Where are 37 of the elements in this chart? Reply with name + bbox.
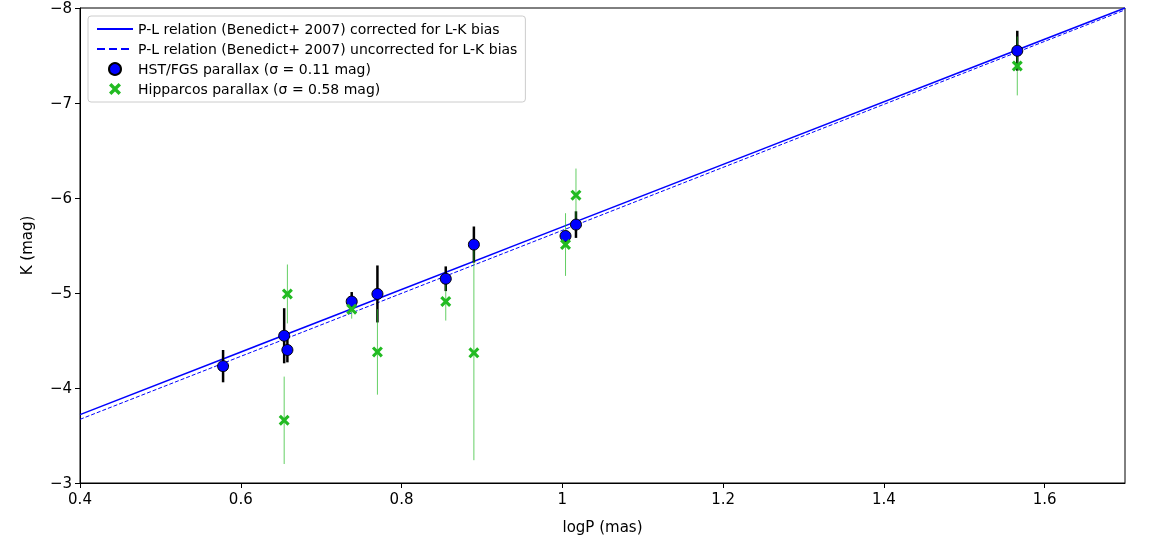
x-tick-label: 0.4 [68, 489, 92, 508]
point [1011, 44, 1024, 57]
y-tick-label: −5 [49, 284, 72, 302]
y-tick-label: −3 [49, 474, 72, 492]
legend-label: Hipparcos parallax (σ = 0.58 mag) [138, 81, 381, 97]
point [467, 238, 480, 251]
point [281, 344, 294, 356]
y-axis-title: K (mag) [17, 215, 36, 276]
point [346, 303, 358, 315]
point [278, 414, 290, 426]
x-tick-label: 1.4 [871, 489, 896, 508]
x-tick-label: 1.6 [1032, 489, 1057, 508]
point [570, 189, 582, 201]
y-tick-label: −7 [49, 94, 72, 112]
point [371, 287, 384, 300]
y-tick-label: −4 [49, 379, 72, 397]
point [281, 288, 293, 300]
y-tick-label: −8 [49, 0, 72, 17]
point [440, 296, 452, 308]
x-tick-label: 1 [557, 489, 568, 508]
legend-label: P-L relation (Benedict+ 2007) corrected for L-K bias [138, 21, 500, 37]
point [569, 218, 582, 231]
point [217, 360, 230, 373]
x-axis-title: logP (mas) [562, 517, 643, 536]
legend-label: P-L relation (Benedict+ 2007) uncorrected for L-K bias [138, 41, 518, 57]
point [560, 239, 572, 251]
point [468, 347, 480, 359]
y-tick-label: −6 [49, 189, 72, 207]
point [559, 230, 572, 242]
point [278, 329, 291, 342]
x-tick-label: 0.6 [228, 489, 253, 508]
point [371, 346, 383, 358]
point [1011, 60, 1023, 72]
x-tick-label: 0.8 [389, 489, 414, 508]
legend-label: HST/FGS parallax (σ = 0.11 mag) [138, 61, 371, 77]
x-tick-label: 1.2 [711, 489, 736, 508]
point [439, 272, 452, 285]
